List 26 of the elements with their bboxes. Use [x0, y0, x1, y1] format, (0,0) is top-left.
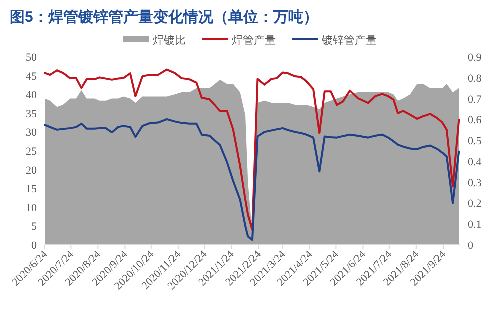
legend-label: 焊镀比: [153, 34, 186, 47]
legend-label: 焊管产量: [232, 34, 276, 47]
line-series: [44, 118, 460, 242]
y2-tick-label: 0.3: [468, 177, 482, 190]
y-tick-label: 30: [26, 127, 38, 140]
chart-title: 图5：焊管镀锌管产量变化情况（单位：万吨）: [10, 8, 318, 26]
y2-tick-label: 0.7: [468, 94, 482, 106]
y-tick-label: 40: [26, 90, 38, 102]
y-tick-label: 15: [26, 184, 38, 196]
y-tick-label: 0: [32, 240, 38, 252]
y-tick-label: 45: [26, 70, 38, 83]
y-tick-label: 25: [26, 146, 38, 158]
y2-tick-label: 0.8: [468, 72, 482, 85]
y2-tick-label: 0.2: [468, 198, 482, 210]
y-tick-label: 35: [26, 108, 38, 120]
y2-tick-label: 0.1: [468, 219, 482, 232]
y2-tick-label: 0.4: [468, 156, 482, 168]
y2-tick-label: 0: [468, 240, 474, 252]
y-tick-label: 10: [26, 202, 38, 214]
y-tick-label: 50: [26, 52, 38, 64]
y-tick-label: 20: [26, 164, 38, 177]
legend-label: 镀锌管产量: [321, 34, 377, 47]
y2-tick-label: 0.9: [468, 52, 482, 64]
y2-tick-label: 0.6: [468, 114, 482, 127]
y2-tick-label: 0.5: [468, 136, 482, 148]
y-tick-label: 5: [32, 221, 38, 234]
